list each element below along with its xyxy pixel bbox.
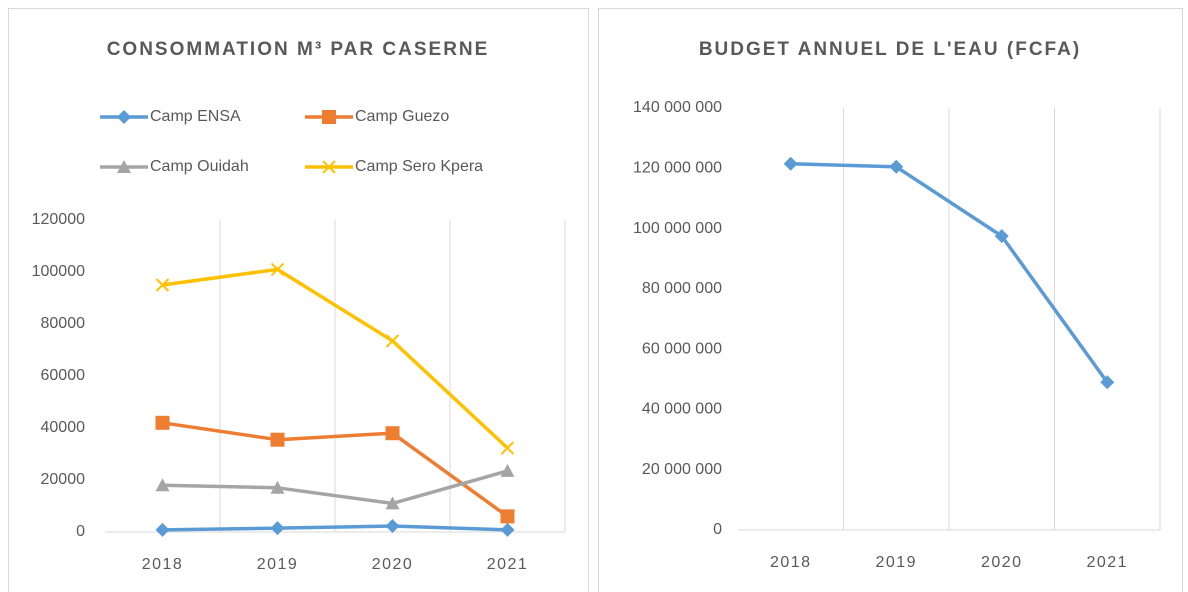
x-tick-label: 2021 <box>1086 554 1128 571</box>
y-tick-label: 80000 <box>41 315 86 332</box>
legend-label: Camp Ouidah <box>150 158 249 175</box>
marker <box>155 415 170 430</box>
series-line <box>162 524 508 532</box>
y-tick-label: 60 000 000 <box>642 340 722 357</box>
panel <box>8 8 589 592</box>
y-tick-label: 120000 <box>32 211 85 228</box>
legend-label: Camp Sero Kpera <box>355 158 483 175</box>
series-line <box>162 469 508 506</box>
series-line <box>162 267 509 450</box>
marker <box>385 426 400 441</box>
y-tick-label: 20000 <box>41 471 86 488</box>
y-tick-label: 140 000 000 <box>633 99 722 116</box>
y-tick-label: 20 000 000 <box>642 461 722 478</box>
marker <box>155 478 170 492</box>
x-tick-label: 2018 <box>142 556 184 573</box>
marker <box>270 521 285 536</box>
y-tick-label: 100000 <box>32 263 85 280</box>
marker <box>1100 375 1115 390</box>
marker <box>270 480 285 494</box>
x-tick-label: 2020 <box>981 554 1023 571</box>
legend-label: Camp ENSA <box>150 108 241 125</box>
x-tick-label: 2019 <box>257 556 299 573</box>
marker <box>783 156 798 171</box>
y-tick-label: 40 000 000 <box>642 401 722 418</box>
series-line <box>162 421 509 518</box>
legend-label: Camp Guezo <box>355 108 449 125</box>
y-tick-label: 60000 <box>41 367 86 384</box>
marker <box>117 160 131 173</box>
y-tick-label: 0 <box>713 521 722 538</box>
marker <box>270 432 285 447</box>
y-tick-label: 120 000 000 <box>633 160 722 177</box>
marker <box>889 159 904 174</box>
series-line <box>790 162 1109 384</box>
marker <box>500 522 515 537</box>
y-tick-label: 0 <box>76 523 85 540</box>
y-tick-label: 100 000 000 <box>633 220 722 237</box>
x-tick-label: 2021 <box>487 556 529 573</box>
marker <box>500 441 515 455</box>
marker <box>155 278 170 292</box>
marker <box>500 509 515 524</box>
marker <box>117 110 131 124</box>
chart-title: CONSOMMATION M³ PAR CASERNE <box>107 39 490 60</box>
marker <box>155 522 170 537</box>
marker <box>322 110 336 124</box>
x-tick-label: 2020 <box>372 556 414 573</box>
marker <box>500 463 515 477</box>
marker <box>385 519 400 534</box>
marker <box>270 262 285 277</box>
x-tick-label: 2018 <box>770 554 812 571</box>
marker <box>385 496 400 510</box>
marker <box>385 334 400 348</box>
x-tick-label: 2019 <box>875 554 917 571</box>
marker <box>994 229 1009 244</box>
chart-title: BUDGET ANNUEL DE L'EAU (FCFA) <box>699 39 1081 60</box>
y-tick-label: 40000 <box>41 419 86 436</box>
panel <box>598 8 1183 592</box>
y-tick-label: 80 000 000 <box>642 280 722 297</box>
marker <box>322 160 336 174</box>
